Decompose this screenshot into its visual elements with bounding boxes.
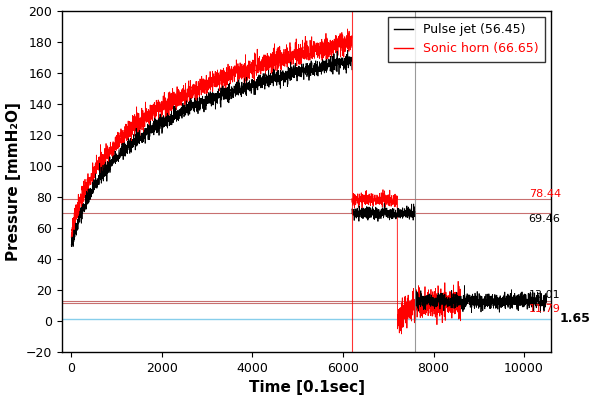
X-axis label: Time [0.1sec]: Time [0.1sec] xyxy=(249,381,365,395)
Y-axis label: Pressure [mmH₂O]: Pressure [mmH₂O] xyxy=(5,102,20,261)
Text: 78.44: 78.44 xyxy=(529,188,561,198)
Legend: Pulse jet (56.45), Sonic horn (66.65): Pulse jet (56.45), Sonic horn (66.65) xyxy=(388,17,545,62)
Text: 1.65: 1.65 xyxy=(560,312,591,325)
Text: 69.46: 69.46 xyxy=(529,214,560,224)
Text: 13.01: 13.01 xyxy=(529,290,560,300)
Text: 11.79: 11.79 xyxy=(529,304,560,314)
